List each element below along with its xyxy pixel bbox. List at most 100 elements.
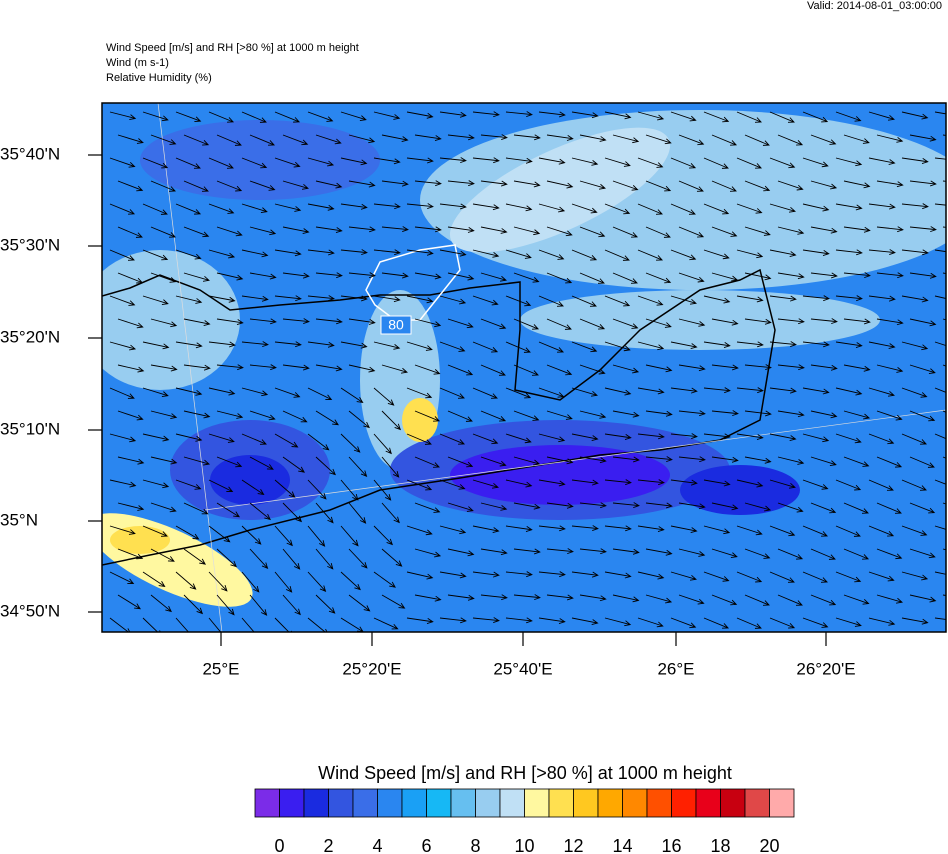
wind-arrow <box>505 341 531 353</box>
wind-arrow <box>142 571 166 588</box>
wind-arrow <box>348 410 370 429</box>
wind-arrow <box>274 341 302 348</box>
wind-arrow <box>315 502 334 524</box>
wind-arrow <box>711 318 739 326</box>
wind-arrow <box>604 617 632 627</box>
wind-arrow <box>117 272 144 284</box>
wind-arrow <box>447 134 475 141</box>
wind-arrow <box>316 641 338 655</box>
wind-arrow <box>184 641 201 661</box>
wind-arrow <box>579 134 607 142</box>
wind-arrow <box>678 410 706 417</box>
wind-arrow <box>645 594 673 604</box>
wind-arrow <box>637 617 664 628</box>
wind-arrow <box>769 525 796 537</box>
wind-arrow <box>670 111 697 122</box>
wind-arrow <box>175 479 202 490</box>
wind-arrow <box>513 180 541 188</box>
wind-arrow <box>909 502 936 514</box>
valid-time: Valid: 2014-08-01_03:00:00 <box>807 0 942 12</box>
wind-arrow <box>868 479 894 491</box>
wind-arrow <box>901 525 928 536</box>
wind-arrow <box>447 364 474 376</box>
wind-arrow <box>868 295 896 302</box>
wind-arrow <box>208 571 228 592</box>
wind-arrow <box>934 111 946 115</box>
colorbar-cell <box>499 788 525 818</box>
wind-arrow <box>274 617 293 632</box>
wind-arrow <box>571 525 599 532</box>
wind-arrow <box>150 456 178 465</box>
colorbar-cell <box>720 788 746 818</box>
wind-arrow <box>703 341 731 348</box>
wind-arrow <box>480 180 508 187</box>
wind-arrow <box>843 272 871 279</box>
wind-arrow <box>777 318 805 325</box>
wind-arrow <box>546 180 574 189</box>
wind-arrow <box>835 249 863 256</box>
wind-arrow <box>901 249 929 256</box>
wind-arrow <box>117 318 144 329</box>
colorbar-cell <box>254 788 280 818</box>
wind-arrow <box>835 479 862 491</box>
wind-arrow <box>703 479 731 487</box>
wind-arrow <box>274 249 302 257</box>
wind-arrow <box>934 479 946 485</box>
wind-arrow <box>571 203 598 214</box>
wind-arrow <box>307 387 333 400</box>
wind-arrows <box>109 111 946 661</box>
wind-arrow <box>249 364 277 371</box>
wind-arrow <box>439 433 466 445</box>
wind-arrow <box>448 641 474 646</box>
wind-arrow <box>183 272 210 282</box>
wind-arrow <box>183 456 211 466</box>
wind-arrow <box>340 571 361 591</box>
wind-arrow <box>414 594 442 602</box>
wind-arrow <box>744 548 771 559</box>
wind-arrow <box>670 433 698 440</box>
field-blob <box>402 398 438 442</box>
wind-arrow <box>571 387 598 397</box>
wind-arrow <box>876 548 903 560</box>
wind-arrow <box>183 594 204 615</box>
wind-arrow <box>835 341 863 348</box>
wind-arrow <box>703 157 729 169</box>
wind-arrow <box>447 272 475 281</box>
wind-arrow <box>274 111 301 123</box>
wind-arrow <box>274 295 302 302</box>
wind-arrow <box>835 433 862 444</box>
wind-arrow <box>571 157 599 166</box>
wind-arrow <box>208 157 234 169</box>
wind-arrow <box>480 594 508 601</box>
lon-label: 25°E <box>202 659 239 678</box>
wind-arrow <box>711 502 739 511</box>
wind-arrow <box>736 617 762 629</box>
wind-arrow <box>777 456 805 465</box>
wind-arrow <box>142 157 169 169</box>
wind-arrow <box>546 272 573 284</box>
wind-arrow <box>348 318 376 325</box>
wind-arrow <box>183 180 209 192</box>
wind-arrow <box>769 203 796 213</box>
wind-arrow <box>934 249 946 253</box>
wind-arrow <box>472 249 500 258</box>
wind-arrow <box>612 272 638 284</box>
wind-arrow <box>637 479 665 486</box>
wind-arrow <box>802 617 829 628</box>
wind-arrow <box>315 456 336 476</box>
wind-arrow <box>546 594 574 601</box>
wind-arrow <box>835 203 863 211</box>
wind-arrow <box>868 433 895 445</box>
wind-arrow <box>538 617 566 624</box>
wind-arrow <box>546 456 574 465</box>
colorbar-cell <box>548 788 574 818</box>
wind-arrow <box>472 525 500 533</box>
wind-arrow <box>876 226 904 233</box>
wind-arrow <box>546 318 572 330</box>
wind-arrow <box>249 410 276 421</box>
wind-arrow <box>637 525 665 532</box>
wind-arrow <box>208 111 235 123</box>
lon-label: 26°E <box>657 659 694 678</box>
wind-arrow <box>670 341 698 349</box>
wind-arrow <box>678 594 705 605</box>
